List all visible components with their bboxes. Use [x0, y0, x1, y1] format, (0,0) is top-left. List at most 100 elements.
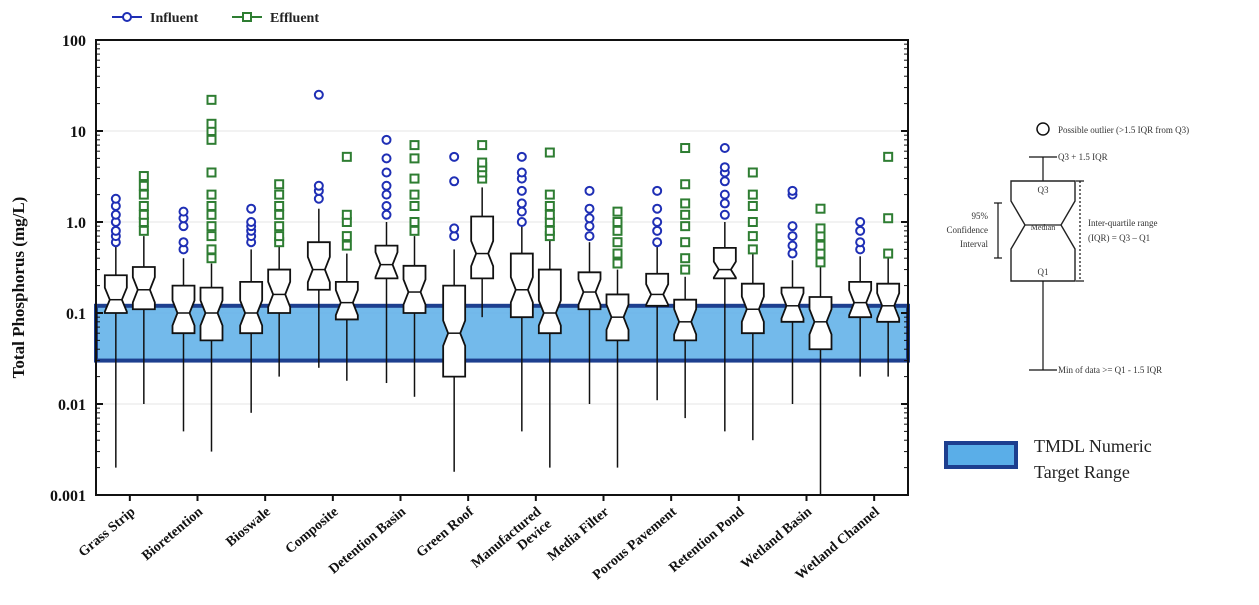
legend-influent-marker — [122, 12, 132, 22]
influent-outlier — [381, 180, 392, 191]
effluent-box — [402, 264, 427, 314]
effluent-outlier — [138, 171, 149, 182]
influent-outlier — [178, 237, 189, 248]
effluent-outlier — [274, 209, 285, 220]
x-tick-label: Grass Strip — [76, 504, 139, 560]
effluent-outlier — [409, 189, 420, 200]
effluent-box — [199, 286, 224, 342]
effluent-outlier — [274, 221, 285, 232]
effluent-box — [537, 268, 562, 335]
effluent-outlier — [274, 200, 285, 211]
influent-box — [442, 284, 467, 378]
key-upper-label: Q3 + 1.5 IQR — [1058, 152, 1108, 162]
effluent-outlier — [206, 167, 217, 178]
effluent-outlier — [747, 231, 758, 242]
influent-outlier — [719, 198, 730, 209]
effluent-outlier — [612, 237, 623, 248]
effluent-outlier — [206, 209, 217, 220]
y-axis-label: Total Phosphorus (mg/L) — [9, 197, 28, 379]
influent-outlier — [381, 200, 392, 211]
influent-outlier — [652, 217, 663, 227]
effluent-outlier — [138, 209, 149, 220]
effluent-outlier — [883, 151, 894, 162]
effluent-outlier — [680, 143, 691, 154]
influent-outlier — [516, 217, 527, 227]
influent-outlier — [652, 203, 663, 214]
influent-outlier — [246, 217, 257, 227]
influent-outlier — [516, 167, 527, 178]
influent-outlier — [110, 209, 121, 220]
effluent-outlier — [815, 248, 826, 259]
influent-box — [712, 246, 737, 280]
effluent-outlier — [680, 264, 691, 275]
effluent-outlier — [409, 200, 420, 211]
effluent-outlier — [409, 153, 420, 164]
influent-outlier — [516, 206, 527, 217]
influent-box — [645, 272, 670, 307]
effluent-outlier — [206, 200, 217, 211]
influent-outlier — [787, 221, 798, 232]
influent-outlier — [719, 176, 730, 187]
x-tick-label-line: Bioswale — [224, 505, 274, 550]
influent-outlier — [719, 189, 730, 200]
effluent-outlier — [477, 140, 488, 151]
effluent-box — [334, 280, 359, 321]
y-tick-label: 0.1 — [66, 306, 86, 323]
influent-outlier — [381, 153, 392, 164]
effluent-outlier — [206, 94, 217, 105]
effluent-outlier — [341, 231, 352, 242]
key-q1-label: Q1 — [1038, 267, 1049, 277]
effluent-outlier — [747, 200, 758, 211]
legend-effluent-marker — [242, 12, 252, 22]
plot-frame — [95, 39, 909, 496]
effluent-box — [470, 215, 495, 280]
effluent-outlier — [477, 157, 488, 168]
tmdl-target-band — [94, 303, 910, 363]
influent-outlier — [787, 240, 798, 251]
influent-outlier — [652, 237, 663, 248]
tmdl-legend-line1: TMDL Numeric — [1034, 436, 1152, 456]
influent-outlier — [516, 198, 527, 209]
influent-box — [374, 244, 399, 280]
x-tick-label: Bioretention — [139, 504, 206, 563]
effluent-outlier — [680, 237, 691, 248]
effluent-outlier — [341, 151, 352, 162]
effluent-outlier — [815, 223, 826, 234]
effluent-outlier — [680, 253, 691, 264]
key-ci-label-2: Confidence — [947, 225, 988, 235]
influent-outlier — [652, 225, 663, 236]
influent-outlier — [855, 217, 866, 227]
tmdl-legend-line2: Target Range — [1034, 462, 1130, 482]
influent-box — [509, 252, 534, 319]
influent-box — [848, 280, 873, 319]
y-tick-label: 10 — [70, 124, 86, 141]
influent-outlier — [178, 206, 189, 217]
influent-outlier — [584, 203, 595, 214]
effluent-outlier — [138, 189, 149, 200]
influent-outlier — [855, 225, 866, 236]
effluent-outlier — [680, 221, 691, 232]
influent-outlier — [787, 231, 798, 242]
effluent-outlier — [341, 209, 352, 220]
effluent-outlier — [883, 248, 894, 259]
influent-box — [780, 286, 805, 323]
influent-outlier — [246, 203, 257, 214]
influent-outlier — [652, 185, 663, 196]
key-q3-label: Q3 — [1038, 185, 1049, 195]
influent-outlier — [584, 213, 595, 224]
effluent-outlier — [544, 209, 555, 220]
effluent-outlier — [206, 134, 217, 145]
effluent-outlier — [409, 173, 420, 184]
influent-outlier — [313, 193, 324, 204]
effluent-outlier — [544, 147, 555, 158]
influent-outlier — [449, 223, 460, 234]
effluent-outlier — [138, 200, 149, 211]
influent-outlier — [449, 176, 460, 187]
x-tick-label-line: Media Filter — [545, 505, 612, 565]
effluent-outlier — [274, 189, 285, 200]
x-tick-label: ManufacturedDevice — [469, 504, 555, 583]
influent-outlier — [719, 209, 730, 220]
effluent-outlier — [680, 179, 691, 190]
x-tick-label-line: Green Roof — [414, 504, 477, 560]
effluent-outlier — [206, 253, 217, 264]
